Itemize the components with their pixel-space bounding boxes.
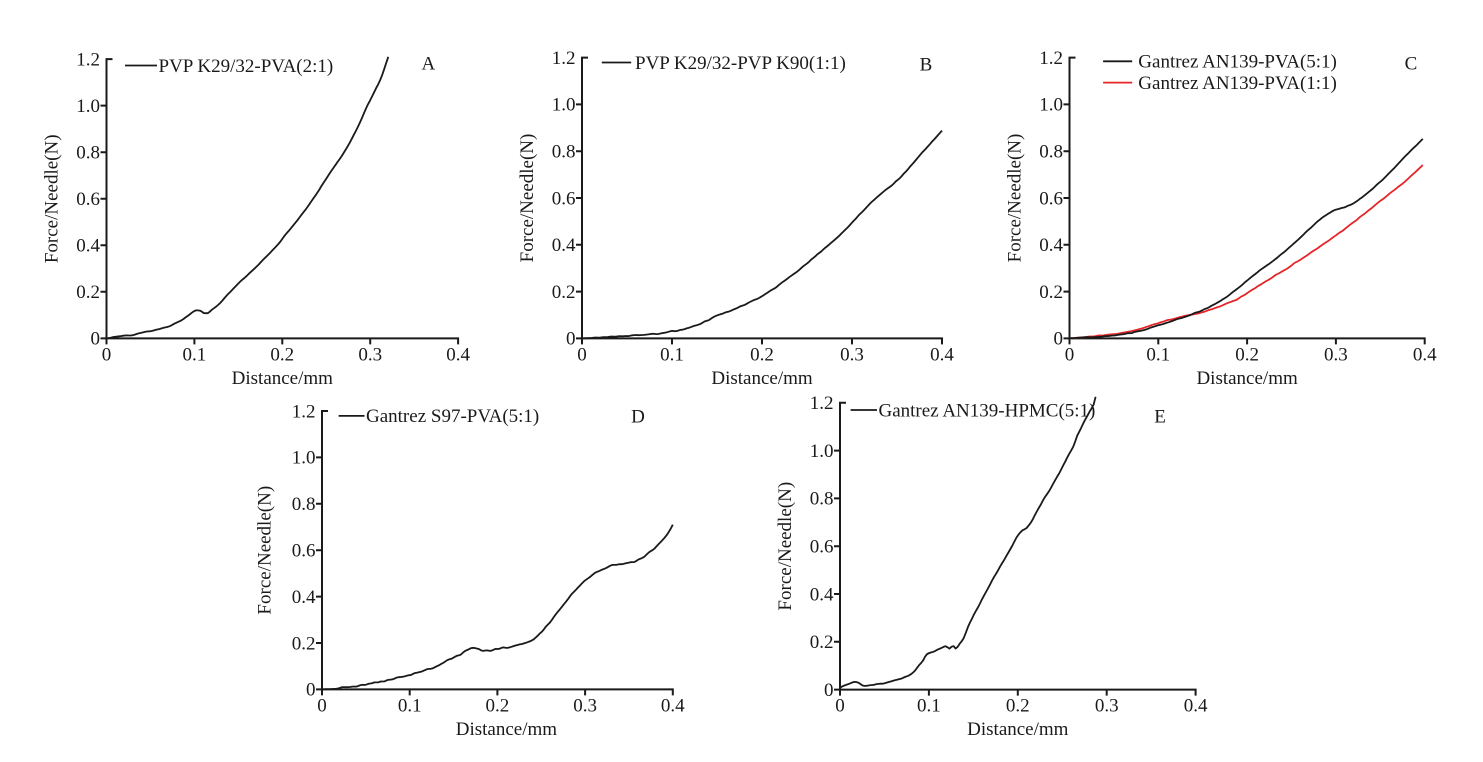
svg-text:1.0: 1.0 — [292, 448, 316, 469]
svg-text:0.2: 0.2 — [810, 632, 834, 653]
svg-text:Force/Needle(N): Force/Needle(N) — [255, 486, 276, 615]
svg-text:Distance/mm: Distance/mm — [711, 368, 813, 389]
svg-text:0.2: 0.2 — [486, 695, 510, 716]
svg-text:0.4: 0.4 — [446, 344, 470, 365]
svg-text:0: 0 — [306, 680, 316, 701]
svg-text:Distance/mm: Distance/mm — [456, 719, 558, 740]
svg-text:0.1: 0.1 — [398, 695, 422, 716]
svg-text:Force/Needle(N): Force/Needle(N) — [517, 134, 538, 263]
svg-text:E: E — [1154, 406, 1166, 427]
svg-text:1.2: 1.2 — [1039, 48, 1063, 69]
svg-text:0.4: 0.4 — [661, 695, 685, 716]
svg-text:0.3: 0.3 — [840, 344, 864, 365]
svg-text:1.2: 1.2 — [76, 49, 100, 70]
svg-text:0.6: 0.6 — [76, 189, 100, 210]
svg-text:0.4: 0.4 — [930, 344, 954, 365]
svg-text:0.6: 0.6 — [552, 188, 576, 209]
svg-text:0.6: 0.6 — [1039, 188, 1063, 209]
svg-text:0.3: 0.3 — [1095, 696, 1119, 717]
svg-text:0.3: 0.3 — [573, 695, 597, 716]
svg-text:0.8: 0.8 — [810, 489, 834, 510]
svg-text:1.2: 1.2 — [810, 393, 834, 414]
svg-text:Distance/mm: Distance/mm — [1196, 368, 1298, 389]
svg-text:A: A — [422, 54, 436, 75]
svg-text:0.2: 0.2 — [1006, 696, 1030, 717]
svg-text:0: 0 — [835, 696, 845, 717]
svg-text:0.8: 0.8 — [1039, 142, 1063, 163]
svg-text:Gantrez AN139-PVA(1:1): Gantrez AN139-PVA(1:1) — [1138, 73, 1337, 94]
svg-text:0: 0 — [577, 344, 587, 365]
svg-text:0: 0 — [102, 344, 112, 365]
svg-text:0: 0 — [566, 329, 576, 350]
svg-text:0.1: 0.1 — [183, 344, 207, 365]
svg-text:0.8: 0.8 — [292, 494, 316, 515]
svg-text:0.2: 0.2 — [270, 344, 294, 365]
svg-text:Gantrez AN139-PVA(5:1): Gantrez AN139-PVA(5:1) — [1138, 52, 1337, 73]
svg-text:PVP K29/32-PVP K90(1:1): PVP K29/32-PVP K90(1:1) — [635, 53, 846, 74]
svg-text:0.1: 0.1 — [1146, 344, 1170, 365]
svg-text:1.2: 1.2 — [552, 48, 576, 69]
svg-text:Force/Needle(N): Force/Needle(N) — [1005, 134, 1026, 263]
svg-text:0.1: 0.1 — [917, 696, 941, 717]
svg-text:Force/Needle(N): Force/Needle(N) — [42, 134, 63, 263]
svg-text:0.4: 0.4 — [1039, 235, 1063, 256]
svg-text:0.2: 0.2 — [552, 282, 576, 303]
svg-text:0: 0 — [1065, 344, 1075, 365]
svg-text:1.2: 1.2 — [292, 401, 316, 422]
svg-text:1.0: 1.0 — [1039, 95, 1063, 116]
svg-text:D: D — [631, 406, 645, 427]
svg-text:0: 0 — [1054, 329, 1064, 350]
svg-text:Distance/mm: Distance/mm — [232, 368, 334, 389]
svg-text:PVP K29/32-PVA(2:1): PVP K29/32-PVA(2:1) — [159, 56, 334, 77]
svg-text:0.2: 0.2 — [1235, 344, 1259, 365]
svg-text:0.2: 0.2 — [76, 282, 100, 303]
svg-text:0.8: 0.8 — [552, 142, 576, 163]
svg-text:0.2: 0.2 — [750, 344, 774, 365]
svg-text:1.0: 1.0 — [810, 441, 834, 462]
svg-text:0.6: 0.6 — [810, 537, 834, 558]
svg-text:0.2: 0.2 — [1039, 282, 1063, 303]
svg-text:1.0: 1.0 — [76, 96, 100, 117]
svg-text:B: B — [920, 55, 933, 76]
svg-text:0.4: 0.4 — [76, 236, 100, 257]
svg-text:0.8: 0.8 — [76, 143, 100, 164]
svg-text:Gantrez S97-PVA(5:1): Gantrez S97-PVA(5:1) — [366, 406, 539, 427]
svg-text:0.6: 0.6 — [292, 541, 316, 562]
svg-text:0.2: 0.2 — [292, 633, 316, 654]
svg-text:Gantrez AN139-HPMC(5:1): Gantrez AN139-HPMC(5:1) — [879, 400, 1096, 421]
svg-text:0: 0 — [317, 695, 327, 716]
svg-text:0.4: 0.4 — [292, 587, 316, 608]
svg-text:1.0: 1.0 — [552, 95, 576, 116]
svg-text:Force/Needle(N): Force/Needle(N) — [775, 482, 796, 611]
svg-text:0: 0 — [91, 329, 101, 350]
svg-text:0.4: 0.4 — [1413, 344, 1437, 365]
svg-text:0.4: 0.4 — [552, 235, 576, 256]
svg-text:Distance/mm: Distance/mm — [967, 719, 1069, 740]
svg-text:C: C — [1405, 54, 1418, 75]
svg-text:0.4: 0.4 — [810, 584, 834, 605]
svg-text:0.4: 0.4 — [1184, 696, 1208, 717]
svg-text:0.3: 0.3 — [1324, 344, 1348, 365]
svg-text:0.3: 0.3 — [358, 344, 382, 365]
svg-text:0: 0 — [824, 680, 834, 701]
svg-text:0.1: 0.1 — [660, 344, 684, 365]
